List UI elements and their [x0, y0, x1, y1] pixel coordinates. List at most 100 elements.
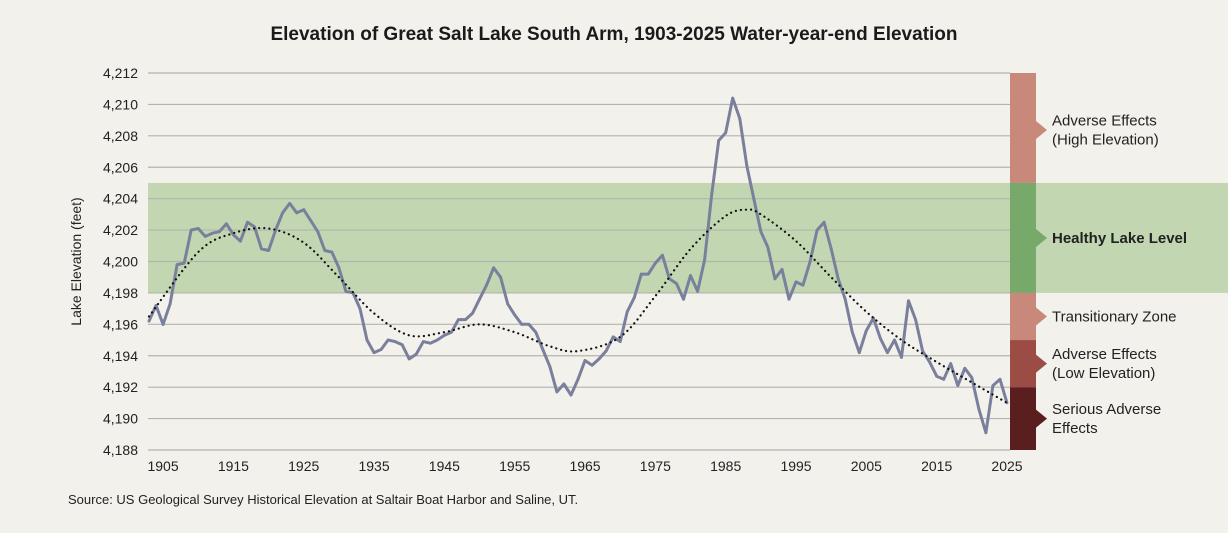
- data-point: [787, 297, 791, 301]
- data-point: [956, 384, 960, 387]
- data-point: [653, 261, 657, 265]
- data-point: [435, 338, 439, 342]
- data-point: [977, 407, 981, 411]
- data-point: [210, 231, 214, 235]
- x-tick-label: 2015: [921, 458, 952, 474]
- data-point: [576, 377, 580, 381]
- data-point: [738, 117, 742, 120]
- data-point: [857, 351, 861, 355]
- y-tick-label: 4,188: [103, 442, 138, 458]
- y-tick-label: 4,196: [103, 316, 138, 332]
- data-point: [766, 245, 770, 249]
- zone-bar: [1010, 73, 1036, 183]
- data-point: [935, 374, 939, 378]
- y-tick-label: 4,194: [103, 348, 138, 364]
- data-point: [829, 247, 833, 251]
- data-point: [675, 282, 678, 285]
- x-tick-label: 2025: [991, 458, 1022, 474]
- data-point: [731, 96, 735, 100]
- zone-label: Healthy Lake Level: [1052, 230, 1187, 247]
- zone-label: Effects: [1052, 420, 1098, 437]
- data-point: [745, 164, 749, 168]
- x-tick-label: 1995: [780, 458, 811, 474]
- data-point: [365, 338, 369, 342]
- data-point: [689, 274, 692, 278]
- y-tick-label: 4,212: [103, 65, 138, 81]
- x-tick-label: 2005: [851, 458, 882, 474]
- data-point: [217, 230, 221, 234]
- x-tick-label: 1905: [147, 458, 178, 474]
- zone-arrow-icon: [1036, 307, 1047, 326]
- y-tick-label: 4,206: [103, 159, 138, 175]
- y-tick-label: 4,198: [103, 285, 138, 301]
- data-point: [914, 318, 917, 322]
- data-point: [414, 352, 418, 356]
- data-point: [773, 277, 777, 281]
- y-tick-label: 4,200: [103, 254, 138, 270]
- data-point: [407, 357, 411, 361]
- data-point: [302, 208, 306, 212]
- data-point: [548, 365, 552, 369]
- data-point: [632, 296, 636, 300]
- data-point: [372, 351, 376, 355]
- data-point: [724, 131, 728, 135]
- y-tick-label: 4,202: [103, 222, 138, 238]
- data-point: [231, 233, 235, 237]
- zone-bar: [1010, 292, 1036, 341]
- data-point: [780, 267, 784, 271]
- data-point: [464, 318, 467, 322]
- y-tick-label: 4,190: [103, 411, 138, 427]
- y-axis-label: Lake Elevation (feet): [68, 197, 84, 325]
- y-tick-label: 4,210: [103, 96, 138, 112]
- data-point: [900, 355, 903, 359]
- data-point: [534, 330, 538, 334]
- data-point: [428, 341, 432, 345]
- source-note: Source: US Geological Survey Historical …: [68, 492, 579, 507]
- data-point: [442, 333, 446, 337]
- data-point: [597, 357, 601, 361]
- data-point: [316, 230, 320, 234]
- zone-label: (Low Elevation): [1052, 365, 1155, 382]
- data-point: [168, 302, 172, 306]
- data-point: [246, 220, 249, 224]
- x-tick-label: 1965: [569, 458, 600, 474]
- zone-label: Adverse Effects: [1052, 346, 1157, 363]
- data-point: [520, 322, 524, 326]
- data-point: [928, 360, 932, 364]
- data-point: [611, 335, 615, 339]
- data-point: [478, 297, 481, 301]
- x-tick-label: 1955: [499, 458, 530, 474]
- chart-title: Elevation of Great Salt Lake South Arm, …: [270, 24, 958, 45]
- healthy-band: [148, 182, 1228, 293]
- data-point: [921, 349, 925, 353]
- data-point: [471, 311, 474, 315]
- data-point: [646, 272, 650, 276]
- data-point: [203, 234, 207, 238]
- zone-label: Serious Adverse: [1052, 401, 1161, 418]
- data-point: [288, 201, 292, 205]
- data-point: [513, 313, 517, 317]
- data-point: [991, 384, 995, 387]
- data-point: [506, 302, 510, 306]
- y-tick-label: 4,208: [103, 128, 138, 144]
- data-point: [822, 220, 826, 224]
- x-tick-label: 1985: [710, 458, 741, 474]
- trend-line: [147, 208, 1009, 404]
- data-point: [886, 351, 889, 355]
- data-point: [801, 283, 805, 287]
- data-point: [400, 343, 404, 347]
- data-point: [421, 340, 425, 344]
- x-tick-label: 1975: [640, 458, 671, 474]
- zone-arrow-icon: [1036, 228, 1047, 247]
- data-point: [850, 330, 854, 334]
- data-point: [752, 197, 756, 201]
- zone-arrow-icon: [1036, 409, 1047, 428]
- data-point: [949, 362, 953, 366]
- y-tick-label: 4,204: [103, 191, 138, 207]
- data-point: [893, 338, 896, 342]
- data-point: [555, 390, 559, 394]
- data-point: [527, 322, 531, 326]
- data-point: [541, 348, 545, 351]
